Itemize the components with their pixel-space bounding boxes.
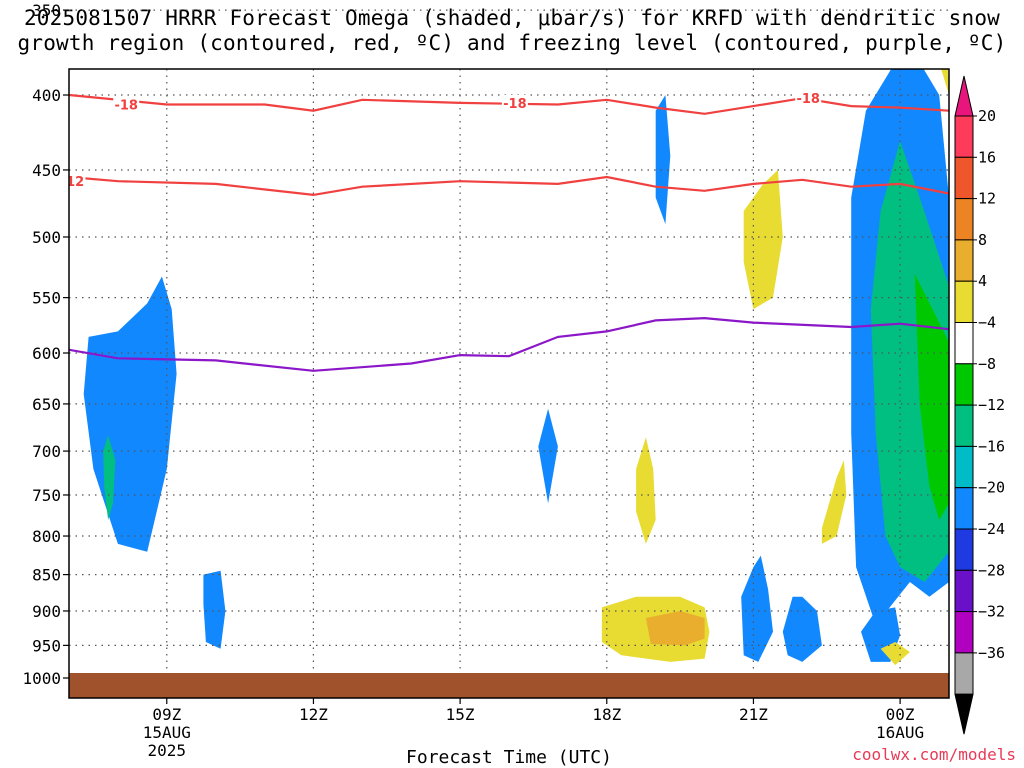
colorbar-label: −24 bbox=[978, 520, 1005, 538]
y-tick-label: 600 bbox=[32, 344, 61, 363]
ground-surface bbox=[69, 673, 949, 698]
omega-region-13 bbox=[743, 170, 783, 310]
omega-region-19 bbox=[941, 69, 949, 95]
y-tick-label: 1000 bbox=[22, 669, 61, 688]
colorbar-swatch bbox=[954, 198, 974, 241]
x-tick-label: 00Z bbox=[886, 705, 915, 724]
plot-background bbox=[69, 69, 949, 698]
freezing-level-line bbox=[69, 316, 949, 372]
y-tick-label: 900 bbox=[32, 602, 61, 621]
x-tick-sublabel: 15AUG bbox=[143, 723, 191, 742]
colorbar-label: −28 bbox=[978, 561, 1005, 579]
omega-region-2 bbox=[103, 435, 116, 520]
y-tick-label: 500 bbox=[32, 228, 61, 247]
colorbar-swatch bbox=[954, 569, 974, 613]
contour-label-bg bbox=[113, 96, 140, 112]
credit-text: coolwx.com/models bbox=[852, 745, 1016, 764]
omega-region-4 bbox=[538, 408, 558, 504]
chart-title-line2: growth region (contoured, red, ºC) and f… bbox=[17, 31, 1007, 55]
contour-label-bg bbox=[501, 94, 528, 110]
contour-label: -18 bbox=[796, 92, 820, 107]
colorbar-label: 8 bbox=[978, 231, 987, 249]
colorbar-label: 4 bbox=[978, 272, 987, 290]
omega-region-18 bbox=[880, 642, 910, 666]
omega-region-21 bbox=[942, 0, 949, 62]
y-tick-label: 950 bbox=[32, 636, 61, 655]
y-tick-label: 650 bbox=[32, 395, 61, 414]
colorbar-label: −36 bbox=[978, 644, 1005, 662]
gridlines bbox=[69, 9, 949, 698]
omega-region-15 bbox=[821, 460, 847, 544]
x-tick-label: 15Z bbox=[446, 705, 475, 724]
isotherm-line-1 bbox=[69, 175, 949, 197]
contour-label: -18 bbox=[503, 97, 527, 112]
omega-region-6 bbox=[782, 596, 822, 662]
colorbar-label: −12 bbox=[978, 396, 1005, 414]
colorbar-label: −16 bbox=[978, 437, 1005, 455]
colorbar-label: 16 bbox=[978, 148, 996, 166]
y-tick-label: 750 bbox=[32, 486, 61, 505]
x-tick-label: 18Z bbox=[592, 705, 621, 724]
x-tick-label: 12Z bbox=[299, 705, 328, 724]
colorbar-swatch bbox=[954, 280, 974, 324]
plot-frame bbox=[68, 68, 950, 699]
y-tick-label: 850 bbox=[32, 566, 61, 585]
colorbar-label: 12 bbox=[978, 190, 996, 208]
colorbar-swatch bbox=[954, 404, 974, 447]
omega-region-12 bbox=[646, 0, 702, 10]
colorbar-bottom-triangle bbox=[954, 693, 974, 735]
y-tick-label: 400 bbox=[32, 86, 61, 105]
omega-region-5 bbox=[655, 95, 671, 225]
omega-region-8 bbox=[741, 555, 773, 662]
y-tick-label: 550 bbox=[32, 289, 61, 308]
colorbar-swatch bbox=[954, 115, 974, 158]
colorbar-swatch bbox=[954, 322, 974, 365]
x-tick-sublabel: 16AUG bbox=[876, 723, 924, 742]
colorbar: 20 16 12 8 4 −4 −8 −12 −16 −20 −24 −28 −32 −36 bbox=[954, 75, 1005, 735]
contour-label-bg bbox=[795, 90, 822, 106]
colorbar-swatch bbox=[954, 528, 974, 571]
colorbar-swatch bbox=[954, 239, 974, 282]
contour-label-bg bbox=[69, 173, 86, 189]
colorbar-swatch bbox=[954, 652, 974, 695]
y-tick-label: 700 bbox=[32, 442, 61, 461]
y-tick-label: 800 bbox=[32, 527, 61, 546]
colorbar-label: 20 bbox=[978, 107, 996, 125]
y-tick-label: 450 bbox=[32, 161, 61, 180]
colorbar-label: −32 bbox=[978, 603, 1005, 621]
omega-region-11 bbox=[914, 274, 949, 520]
contour-label: -12 bbox=[61, 175, 85, 190]
x-tick-label: 09Z bbox=[152, 705, 181, 724]
colorbar-label: −4 bbox=[978, 314, 996, 332]
omega-region-3 bbox=[203, 570, 226, 649]
colorbar-label: −20 bbox=[978, 479, 1005, 497]
x-tick-sublabel: 2025 bbox=[148, 741, 187, 760]
contour-lines: -18 -18 -18 -12 bbox=[61, 90, 949, 372]
colorbar-swatch bbox=[954, 156, 974, 200]
colorbar-swatch bbox=[954, 363, 974, 406]
colorbar-swatch bbox=[954, 487, 974, 530]
y-axis: 2503003504004505005506006507007508008509… bbox=[22, 1, 69, 688]
x-tick-label: 21Z bbox=[739, 705, 768, 724]
isotherm-line-0 bbox=[69, 93, 949, 115]
colorbar-swatch bbox=[954, 611, 974, 654]
x-axis-title: Forecast Time (UTC) bbox=[406, 747, 612, 768]
omega-shading bbox=[83, 0, 949, 666]
colorbar-label: −8 bbox=[978, 355, 996, 373]
omega-region-14 bbox=[636, 437, 656, 544]
colorbar-swatch bbox=[954, 445, 974, 489]
contour-label: -18 bbox=[114, 98, 138, 113]
colorbar-top-triangle bbox=[954, 75, 974, 117]
y-tick-label: 350 bbox=[32, 1, 61, 20]
omega-region-17 bbox=[645, 611, 705, 646]
